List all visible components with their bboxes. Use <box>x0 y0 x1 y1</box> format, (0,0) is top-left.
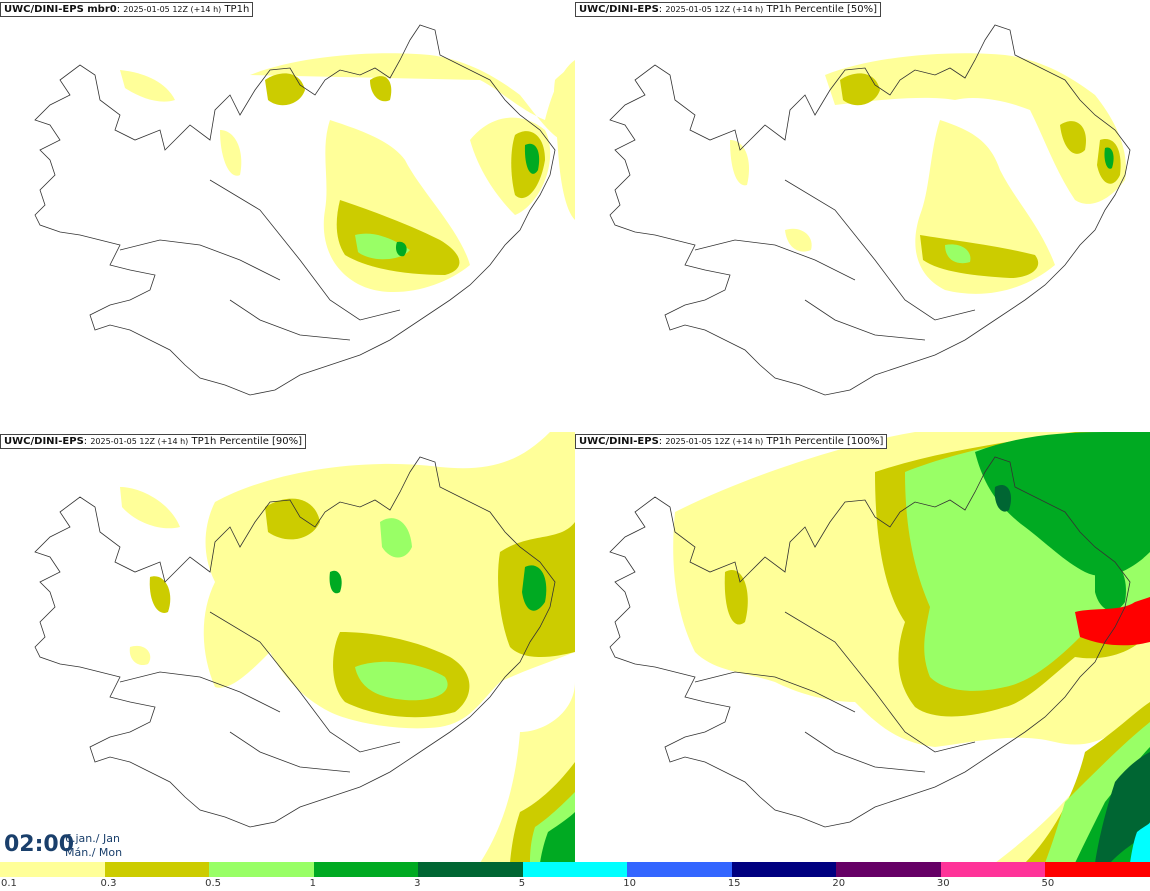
precip-area-0.5 <box>355 233 410 260</box>
precip-shading <box>730 53 1126 294</box>
panel-title: UWC/DINI-EPS: 2025-01-05 12Z (+14 h) TP1… <box>0 434 307 449</box>
precip-area-0.3 <box>840 73 880 106</box>
precip-map-p90 <box>34 432 575 863</box>
panel-source: UWC/DINI-EPS <box>579 436 659 447</box>
precip-area-1 <box>395 241 407 257</box>
legend-label: 0.1 <box>1 878 17 889</box>
panel-run-time: 2025-01-05 12Z (+14 h) <box>90 437 189 446</box>
precip-shading <box>120 432 575 863</box>
precip-area-0.3 <box>724 570 748 625</box>
legend-swatch <box>0 862 105 877</box>
precip-area-1 <box>522 565 547 611</box>
panel-field: TP1h Percentile [100%] <box>766 436 884 447</box>
panel-title: UWC/DINI-EPS: 2025-01-05 12Z (+14 h) TP1… <box>575 2 882 17</box>
precip-area-50 <box>1075 597 1150 646</box>
legend-label: 20 <box>832 878 846 889</box>
precip-area-1 <box>1104 147 1114 169</box>
panel-run-time: 2025-01-05 12Z (+14 h) <box>665 5 764 14</box>
iceland-coastline <box>34 456 556 828</box>
legend-label: 0.3 <box>100 878 117 889</box>
precip-area-1 <box>540 812 575 863</box>
precip-area-0.3 <box>149 576 171 613</box>
map-panel-member0: UWC/DINI-EPS mbr0: 2025-01-05 12Z (+14 h… <box>0 0 575 431</box>
precip-area-0.5 <box>945 244 971 264</box>
precip-area-0.3 <box>265 73 305 106</box>
precip-area-0.3 <box>1060 121 1086 154</box>
valid-clock: 02:00 <box>4 832 75 857</box>
precip-map-p50 <box>609 24 1131 396</box>
legend-label: 5 <box>518 878 526 889</box>
map-panel-p100: UWC/DINI-EPS: 2025-01-05 12Z (+14 h) TP1… <box>575 432 1150 863</box>
legend-swatch <box>418 862 524 877</box>
legend-label: 10 <box>623 878 636 889</box>
legend-label: 15 <box>727 878 741 889</box>
valid-weekday: Mán./ Mon <box>65 846 123 859</box>
precip-area-5 <box>1130 822 1150 863</box>
precip-map-p100 <box>609 432 1150 863</box>
precip-area-3 <box>994 484 1012 512</box>
precip-area-0.1 <box>220 130 242 176</box>
valid-time-box: 02:00 6.jan./ Jan Mán./ Mon <box>0 829 131 862</box>
iceland-coastline <box>34 24 556 396</box>
panel-field: TP1h <box>224 4 250 15</box>
precip-shading <box>673 432 1150 863</box>
legend-label: 30 <box>936 878 950 889</box>
legend-label: 0.5 <box>205 878 221 889</box>
precip-area-0.3 <box>370 76 392 102</box>
panel-title: UWC/DINI-EPS mbr0: 2025-01-05 12Z (+14 h… <box>0 2 254 17</box>
panel-source: UWC/DINI-EPS mbr0 <box>4 4 117 15</box>
precip-area-0.1 <box>730 140 750 186</box>
precip-area-0.1 <box>120 70 175 102</box>
iceland-coastline <box>609 456 1131 828</box>
map-panel-p50: UWC/DINI-EPS: 2025-01-05 12Z (+14 h) TP1… <box>575 0 1150 431</box>
precip-map-member0 <box>34 24 575 396</box>
legend-label: 1 <box>309 878 316 889</box>
precip-area-0.3 <box>265 498 320 540</box>
legend-swatch <box>209 862 315 877</box>
panel-field: TP1h Percentile [50%] <box>766 4 878 15</box>
legend-swatch <box>1045 862 1150 877</box>
legend-swatch <box>627 862 733 877</box>
panel-title: UWC/DINI-EPS: 2025-01-05 12Z (+14 h) TP1… <box>575 434 888 449</box>
valid-date: 6.jan./ Jan <box>65 832 120 845</box>
precip-area-0.1 <box>553 60 575 220</box>
panel-run-time: 2025-01-05 12Z (+14 h) <box>665 437 764 446</box>
iceland-coastline <box>609 24 1131 396</box>
legend-swatch <box>104 862 210 877</box>
precip-area-1 <box>524 143 540 174</box>
legend-swatch <box>836 862 942 877</box>
precip-area-1 <box>1095 559 1126 611</box>
precip-area-0.1 <box>825 53 1126 204</box>
precip-color-legend: 0.1 0.3 0.5 1 3 5 10 15 20 30 50 <box>0 862 1150 891</box>
legend-swatch <box>313 862 419 877</box>
legend-swatch <box>731 862 837 877</box>
panel-run-time: 2025-01-05 12Z (+14 h) <box>123 5 222 14</box>
precip-area-0.5 <box>355 661 448 701</box>
legend-swatch <box>522 862 628 877</box>
legend-swatch <box>940 862 1046 877</box>
map-panel-p90: UWC/DINI-EPS: 2025-01-05 12Z (+14 h) TP1… <box>0 432 575 863</box>
legend-label: 50 <box>1041 878 1055 889</box>
precip-shading <box>120 53 575 293</box>
precip-area-1 <box>975 432 1150 576</box>
precip-area-0.1 <box>129 645 151 666</box>
legend-label: 3 <box>414 878 421 889</box>
precip-area-0.1 <box>785 228 812 252</box>
precip-area-1 <box>329 570 342 594</box>
precip-area-0.5 <box>380 518 412 558</box>
panel-source: UWC/DINI-EPS <box>4 436 84 447</box>
panel-source: UWC/DINI-EPS <box>579 4 659 15</box>
precip-area-0.1 <box>120 487 180 529</box>
panel-field: TP1h Percentile [90%] <box>191 436 303 447</box>
